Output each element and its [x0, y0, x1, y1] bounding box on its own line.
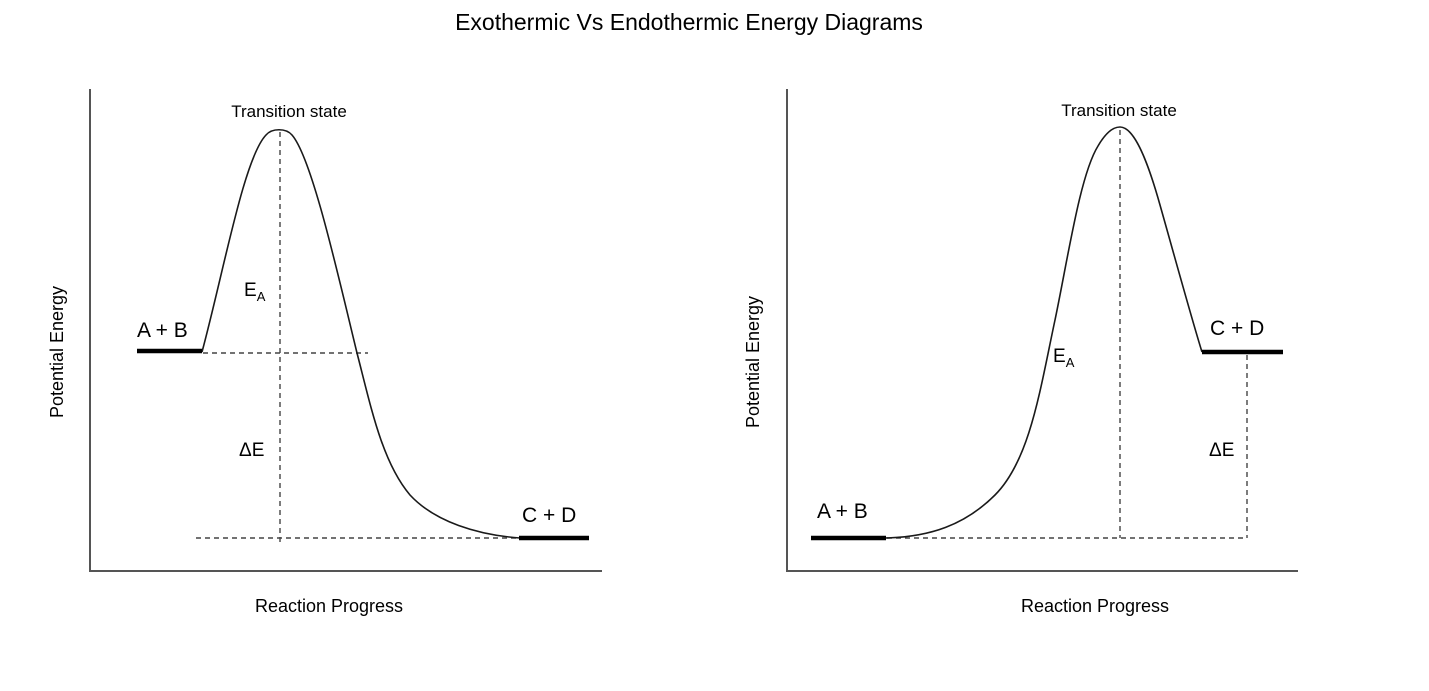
activation-energy-label: EA — [244, 281, 265, 303]
activation-energy-label: EA — [1053, 347, 1074, 369]
activation-energy-base: E — [1053, 346, 1066, 367]
x-axis-label: Reaction Progress — [1020, 596, 1170, 616]
x-axis-label: Reaction Progress — [254, 596, 404, 616]
transition-state-label: Transition state — [231, 102, 347, 121]
y-axis-label: Potential Energy — [47, 285, 67, 419]
activation-energy-subscript: A — [1065, 355, 1075, 370]
reaction-energy-curve — [201, 128, 521, 539]
energy-change-label: ΔE — [1209, 440, 1235, 461]
reaction-energy-curve — [884, 126, 1203, 539]
activation-energy-subscript: A — [256, 289, 266, 304]
activation-energy-base: E — [244, 280, 257, 301]
energy-change-label: ΔE — [239, 440, 265, 461]
page-title: Exothermic Vs Endothermic Energy Diagram… — [455, 9, 923, 35]
exothermic-diagram — [89, 89, 602, 572]
y-axis-label: Potential Energy — [743, 295, 763, 429]
reactants-label: A + B — [137, 319, 188, 342]
products-label: C + D — [522, 504, 577, 527]
reactants-label: A + B — [817, 500, 868, 523]
transition-state-label: Transition state — [1061, 101, 1177, 120]
endothermic-diagram — [786, 89, 1298, 572]
products-label: C + D — [1210, 317, 1265, 340]
